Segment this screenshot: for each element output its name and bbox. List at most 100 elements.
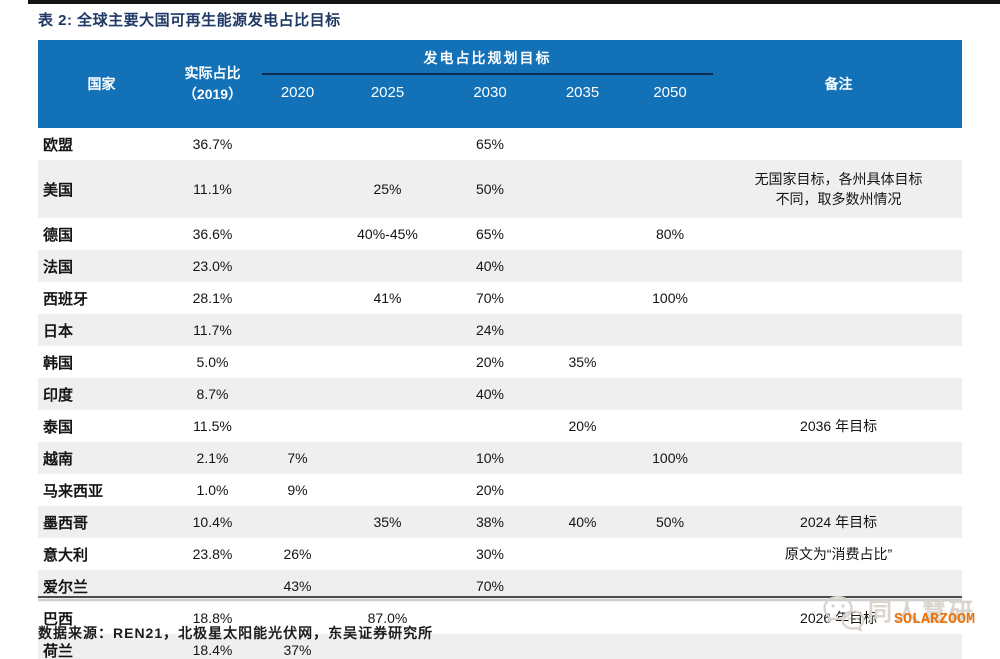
target-value-cell: 25% [373, 181, 402, 197]
country-cell: 法国 [43, 258, 74, 276]
table-row: 韩国 5.0% 20% 35% [38, 346, 962, 378]
actual-share-label: 实际占比 [184, 65, 241, 81]
target-value-cell: 40% [475, 258, 505, 274]
target-value-cell: 87.0% [367, 610, 408, 626]
table-row: 西班牙 28.1% 41% 70% 100% [38, 282, 962, 314]
target-value-cell: 40% [475, 386, 505, 402]
target-value-cell: 65% [475, 136, 505, 152]
target-value-cell [625, 160, 715, 218]
table-header: 国家 实际占比 （2019） 发电占比规划目标 备注 2020 2025 203… [38, 40, 963, 128]
target-value-cell [540, 634, 625, 659]
target-value-cell: 11.7% [193, 322, 232, 338]
country-cell: 越南 [43, 450, 74, 468]
target-value-cell: 40% [568, 514, 597, 530]
target-value-cell: 35% [373, 514, 402, 530]
target-value-cell: 100% [652, 290, 688, 306]
top-divider [28, 0, 1000, 4]
actual-share-year: （2019） [182, 86, 243, 102]
target-value-cell [625, 346, 715, 378]
year-column-header-2020: 2020 [260, 75, 335, 128]
watermark: 同人慧研 SOLARZOOM [822, 590, 994, 642]
note-cell [715, 378, 962, 410]
table-bottom-rule-shadow [38, 599, 962, 601]
target-value-cell [540, 282, 625, 314]
target-value-cell: 40%-45% [357, 226, 418, 242]
country-cell: 韩国 [43, 354, 74, 372]
target-value-cell: 10% [475, 450, 505, 466]
renewable-targets-table: 国家 实际占比 （2019） 发电占比规划目标 备注 2020 2025 203… [38, 40, 963, 659]
note-cell [715, 314, 962, 346]
country-cell: 西班牙 [43, 290, 89, 308]
table-body: 欧盟 36.7% 65% 美国 11.1% 25% 50% 无国家目标，各州具体目标 不同，取… [38, 128, 963, 659]
target-value-cell: 30% [475, 546, 505, 562]
target-value-cell [260, 282, 335, 314]
target-value-cell: 7% [287, 450, 308, 466]
actual-share-column-header: 实际占比 （2019） [165, 40, 260, 128]
target-value-cell: 28.1% [192, 290, 233, 306]
target-value-cell [335, 474, 440, 506]
target-value-cell: 24% [475, 322, 505, 338]
target-value-cell [335, 538, 440, 570]
target-value-cell [335, 378, 440, 410]
target-value-cell: 36.6% [192, 226, 233, 242]
target-value-cell [260, 218, 335, 250]
target-value-cell: 37% [283, 642, 312, 658]
target-value-cell: 41% [373, 290, 402, 306]
table-row: 意大利 23.8% 26% 30% 原文为“消费占比” [38, 538, 962, 570]
note-cell: 2036 年目标 [800, 417, 878, 434]
note-cell: 无国家目标，各州具体目标 不同，取多数州情况 [754, 170, 923, 207]
target-value-cell: 11.1% [193, 181, 232, 197]
target-value-cell [335, 250, 440, 282]
country-cell: 美国 [43, 181, 74, 199]
table-row: 日本 11.7% 24% [38, 314, 963, 346]
table-row: 法国 23.0% 40% [38, 250, 963, 282]
table-row: 美国 11.1% 25% 50% 无国家目标，各州具体目标 不同，取多数州情况 [38, 160, 963, 218]
target-value-cell [260, 160, 335, 218]
note-cell: 2024 年目标 [800, 513, 878, 530]
country-cell: 巴西 [43, 610, 74, 628]
target-value-cell [540, 602, 625, 634]
target-value-cell: 80% [656, 226, 685, 242]
target-value-cell [625, 410, 715, 442]
data-source-note: 数据来源：REN21，北极星太阳能光伏网，东吴证券研究所 [38, 625, 434, 641]
note-cell [715, 442, 962, 474]
note-cell [715, 218, 962, 250]
year-column-header-2025: 2025 [335, 75, 440, 128]
country-column-header: 国家 [38, 40, 165, 128]
target-value-cell: 26% [283, 546, 312, 562]
brand-watermark-text: 同人慧研 [868, 599, 976, 626]
table-row: 欧盟 36.7% 65% [38, 128, 962, 160]
table-row: 泰国 11.5% 20% 2036 年目标 [38, 410, 962, 442]
table-row: 德国 36.6% 40%-45% 65% 80% [38, 218, 962, 250]
target-value-cell: 20% [475, 482, 505, 498]
target-value-cell: 18.8% [192, 610, 233, 626]
wechat-chat-bubbles-icon [823, 595, 865, 632]
target-value-cell [260, 410, 335, 442]
target-value-cell [260, 128, 335, 160]
country-cell: 日本 [43, 322, 74, 340]
target-value-cell [625, 634, 715, 659]
target-value-cell: 70% [475, 290, 505, 306]
note-cell: 原文为“消费占比” [784, 545, 893, 562]
target-value-cell [540, 442, 625, 474]
country-cell: 德国 [43, 226, 74, 244]
target-value-cell: 18.4% [192, 642, 233, 658]
target-value-cell [260, 314, 335, 346]
target-value-cell [540, 160, 625, 218]
country-cell: 马来西亚 [43, 482, 104, 500]
target-value-cell: 23.8% [192, 546, 233, 562]
target-value-cell: 100% [652, 450, 688, 466]
target-value-cell: 43% [283, 578, 312, 594]
country-cell: 欧盟 [43, 136, 74, 154]
target-value-cell [335, 314, 440, 346]
table-row: 马来西亚 1.0% 9% 20% [38, 474, 962, 506]
target-value-cell [260, 506, 335, 538]
target-value-cell [625, 250, 715, 282]
target-value-cell: 20% [568, 418, 597, 434]
target-value-cell: 50% [656, 514, 685, 530]
solarzoom-logo-text: SOLARZOOM [894, 611, 976, 628]
planning-targets-label: 发电占比规划目标 [262, 40, 714, 75]
target-value-cell [260, 250, 335, 282]
year-column-header-2050: 2050 [625, 75, 716, 128]
note-cell [715, 128, 962, 160]
